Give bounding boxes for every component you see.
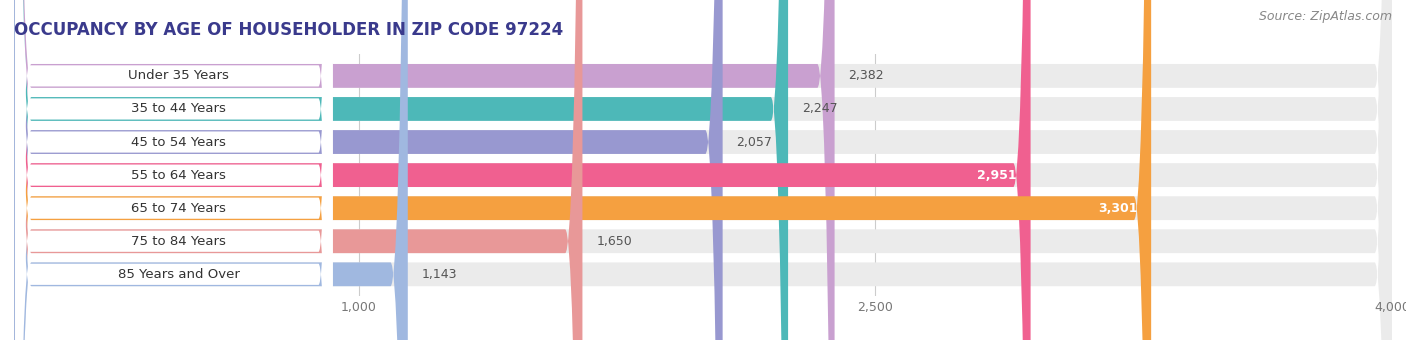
FancyBboxPatch shape xyxy=(14,0,1392,340)
Text: 1,143: 1,143 xyxy=(422,268,457,281)
FancyBboxPatch shape xyxy=(14,0,1392,340)
FancyBboxPatch shape xyxy=(14,0,1152,340)
FancyBboxPatch shape xyxy=(15,0,332,340)
FancyBboxPatch shape xyxy=(14,0,408,340)
FancyBboxPatch shape xyxy=(15,0,332,340)
FancyBboxPatch shape xyxy=(14,0,1031,340)
FancyBboxPatch shape xyxy=(14,0,1392,340)
FancyBboxPatch shape xyxy=(14,0,582,340)
Text: 1,650: 1,650 xyxy=(596,235,631,248)
FancyBboxPatch shape xyxy=(14,0,1392,340)
Text: OCCUPANCY BY AGE OF HOUSEHOLDER IN ZIP CODE 97224: OCCUPANCY BY AGE OF HOUSEHOLDER IN ZIP C… xyxy=(14,21,564,39)
FancyBboxPatch shape xyxy=(14,0,1392,340)
FancyBboxPatch shape xyxy=(15,0,332,340)
Text: 2,951: 2,951 xyxy=(977,169,1017,182)
Text: 3,301: 3,301 xyxy=(1098,202,1137,215)
Text: 85 Years and Over: 85 Years and Over xyxy=(118,268,240,281)
Text: 55 to 64 Years: 55 to 64 Years xyxy=(131,169,226,182)
FancyBboxPatch shape xyxy=(14,0,1392,340)
Text: 2,382: 2,382 xyxy=(848,69,884,82)
FancyBboxPatch shape xyxy=(15,0,332,340)
Text: 45 to 54 Years: 45 to 54 Years xyxy=(131,136,226,149)
FancyBboxPatch shape xyxy=(15,0,332,340)
Text: 2,247: 2,247 xyxy=(801,102,838,116)
Text: 75 to 84 Years: 75 to 84 Years xyxy=(131,235,226,248)
Text: Under 35 Years: Under 35 Years xyxy=(128,69,229,82)
FancyBboxPatch shape xyxy=(14,0,789,340)
Text: 2,057: 2,057 xyxy=(737,136,772,149)
Text: Source: ZipAtlas.com: Source: ZipAtlas.com xyxy=(1258,10,1392,23)
FancyBboxPatch shape xyxy=(14,0,723,340)
FancyBboxPatch shape xyxy=(15,0,332,340)
Text: 35 to 44 Years: 35 to 44 Years xyxy=(131,102,226,116)
FancyBboxPatch shape xyxy=(15,0,332,340)
FancyBboxPatch shape xyxy=(14,0,1392,340)
Text: 65 to 74 Years: 65 to 74 Years xyxy=(131,202,226,215)
FancyBboxPatch shape xyxy=(14,0,835,340)
